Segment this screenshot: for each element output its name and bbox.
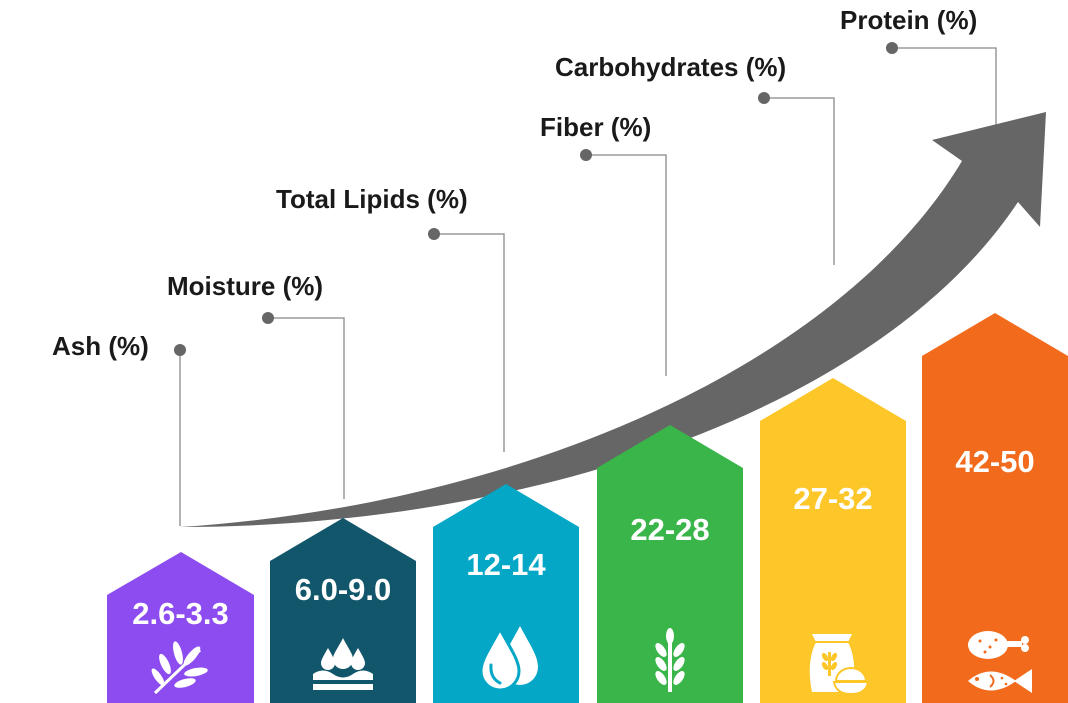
growth-arrow	[180, 112, 1046, 527]
bar-moisture-shape	[270, 518, 416, 703]
dot-protein	[886, 42, 898, 54]
bar-ash-shape	[107, 552, 254, 703]
label-moisture: Moisture (%)	[167, 271, 323, 301]
value-moisture: 6.0-9.0	[294, 572, 392, 607]
flour-sack-icon	[809, 634, 870, 696]
connector-fiber	[586, 154, 667, 376]
oil-drop-icon	[479, 625, 538, 692]
bar-protein	[922, 313, 1068, 703]
label-carbohydrates: Carbohydrates (%)	[555, 52, 787, 82]
dot-moisture	[262, 312, 274, 324]
bar-lipids-shape	[433, 484, 579, 703]
bar-fiber	[597, 425, 743, 703]
bar-lipids	[433, 484, 579, 703]
dot-ash	[174, 344, 186, 356]
connector-lines	[179, 47, 997, 526]
connector-lipids	[434, 233, 505, 452]
value-ash: 2.6-3.3	[132, 596, 229, 631]
dot-carbohydrates	[758, 92, 770, 104]
bar-ash	[107, 552, 254, 703]
chicken-fish-icon	[968, 631, 1032, 693]
label-total-lipids: Total Lipids (%)	[276, 184, 468, 214]
dot-lipids	[428, 228, 440, 240]
value-protein: 42-50	[955, 444, 1035, 479]
bar-carbohydrates	[760, 378, 906, 703]
water-drops-icon	[313, 638, 373, 690]
bar-moisture	[270, 518, 416, 703]
dot-fiber	[580, 149, 592, 161]
label-protein: Protein (%)	[840, 5, 978, 35]
value-total-lipids: 12-14	[466, 547, 546, 582]
connector-carbohydrates	[764, 97, 835, 265]
label-ash: Ash (%)	[52, 331, 149, 361]
bar-carbohydrates-shape	[760, 378, 906, 703]
connector-moisture	[268, 317, 345, 499]
wheat-icon	[655, 628, 685, 692]
bar-fiber-shape	[597, 425, 743, 703]
bar-protein-shape	[922, 313, 1068, 703]
connector-dots	[174, 42, 898, 356]
value-fiber: 22-28	[630, 512, 710, 547]
herb-leaf-icon	[151, 641, 208, 695]
label-fiber: Fiber (%)	[540, 112, 652, 142]
value-carbohydrates: 27-32	[793, 481, 873, 516]
